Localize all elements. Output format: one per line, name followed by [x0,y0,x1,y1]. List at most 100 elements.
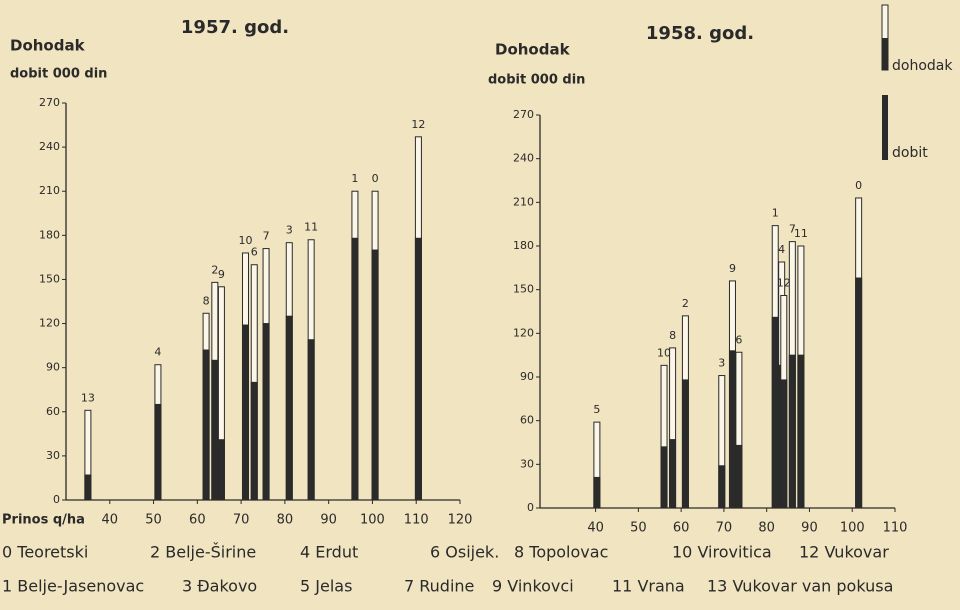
bar-1 [735,444,743,509]
bar-label: 10 [657,346,671,359]
y-tick-label: 0 [53,493,60,506]
x-tick-label: 100 [840,521,865,536]
bar-label: 3 [286,224,293,237]
x-tick-label: 90 [320,513,337,528]
bar-1 [414,237,422,501]
y-tick-label: 30 [520,457,534,470]
x-tick-label: 90 [801,521,818,536]
x-tick-label: 70 [716,521,733,536]
x-tick-label: 100 [360,513,385,528]
legend-swatch-dobit [882,95,888,160]
bar-label: 9 [218,268,225,281]
y-axis-label: dobit 000 din [10,67,107,82]
bar-label: 5 [593,403,600,416]
bar-label: 2 [682,297,689,310]
y-tick-label: 180 [39,228,60,241]
bar-1 [797,354,805,509]
bar-label: 7 [263,230,270,243]
y-tick-label: 180 [513,239,534,252]
y-axis-label: Dohodak [495,41,571,59]
x-axis-label: Prinos q/ha [2,513,85,528]
y-tick-label: 240 [513,152,534,165]
x-tick-label: 120 [448,513,473,528]
bar-label: 3 [718,357,725,370]
x-tick-label: 70 [233,513,250,528]
legend-label: dohodak [892,58,953,74]
key-entry: 10 Virovitica [672,543,772,562]
key-entry: 11 Vrana [612,577,685,596]
key-entry: 2 Belje-Širine [150,543,256,562]
bar-1 [307,339,315,501]
x-tick-label: 110 [883,521,908,536]
bar-1 [250,381,258,501]
bar-1 [371,249,379,501]
y-tick-label: 120 [513,326,534,339]
bar-label: 4 [778,243,785,256]
y-tick-label: 90 [46,361,60,374]
y-tick-label: 210 [513,195,534,208]
bar-label: 13 [81,391,95,404]
key-entry: 3 Đakovo [182,577,257,596]
bar-label: 8 [203,294,210,307]
key-entry: 13 Vukovar van pokusa [707,577,893,596]
key-entry: 9 Vinkovci [492,577,574,596]
key-entry: 7 Rudine [404,577,474,596]
bar-1 [351,237,359,501]
bar-label: 11 [794,227,808,240]
key-entry: 5 Jelas [300,577,352,596]
bar-1 [84,474,92,501]
x-tick-label: 110 [404,513,429,528]
key-entry: 6 Osijek. [430,543,499,562]
bar-1 [771,316,779,509]
bar-label: 2 [211,263,218,276]
bar-1 [211,359,219,501]
bar-label: 1 [772,207,779,220]
bar-1 [202,349,210,501]
y-tick-label: 210 [39,184,60,197]
x-tick-label: 40 [587,521,604,536]
chart-title: 1957. god. [181,17,289,38]
bar-label: 0 [372,172,379,185]
y-tick-label: 60 [520,414,534,427]
bar-1 [154,403,162,501]
bar-label: 7 [789,223,796,236]
bar-label: 9 [729,262,736,275]
bar-label: 0 [855,179,862,192]
bar-1 [681,379,689,509]
y-axis-label: Dohodak [10,37,86,55]
bar-1 [855,277,863,509]
bar-1 [593,476,601,509]
x-tick-label: 60 [673,521,690,536]
bar-1 [217,439,225,501]
bar-label: 12 [411,118,425,131]
bar-1 [660,446,668,509]
legend-label: dobit [892,145,928,161]
y-tick-label: 150 [39,272,60,285]
bar-1 [285,315,293,501]
x-tick-label: 80 [758,521,775,536]
y-tick-label: 0 [527,501,534,514]
bar-label: 1 [351,172,358,185]
y-axis-label: dobit 000 din [488,73,585,88]
y-tick-label: 90 [520,370,534,383]
bar-label: 11 [304,221,318,234]
bar-1 [262,323,270,501]
bar-label: 4 [154,346,161,359]
y-tick-label: 60 [46,405,60,418]
bar-1 [788,354,796,509]
y-tick-label: 270 [39,96,60,109]
y-tick-label: 120 [39,317,60,330]
x-tick-label: 50 [145,513,162,528]
bar-label: 12 [777,276,791,289]
x-tick-label: 40 [102,513,119,528]
y-tick-label: 240 [39,140,60,153]
key-entry: 1 Belje-Jasenovac [2,577,144,596]
legend-swatch-part [882,38,888,70]
bar-1 [669,439,677,509]
bar-label: 6 [735,333,742,346]
key-entry: 12 Vukovar [799,543,889,562]
key-entry: 8 Topolovac [514,543,608,562]
bar-1 [728,350,736,509]
bar-label: 10 [238,234,252,247]
